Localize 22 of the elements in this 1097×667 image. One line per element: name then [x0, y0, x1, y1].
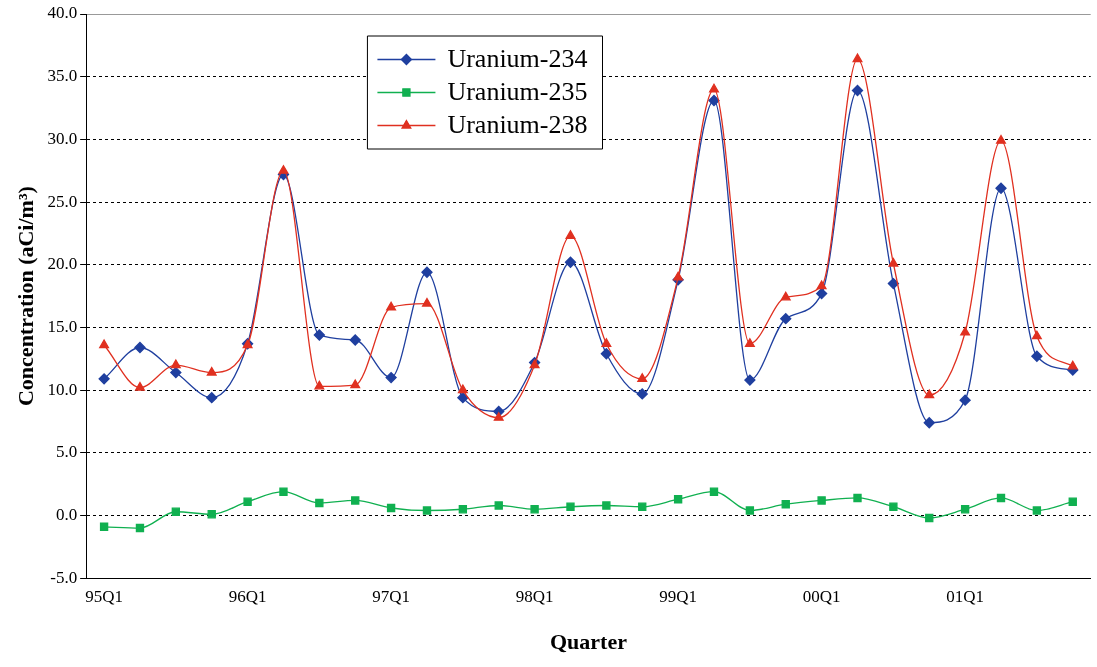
y-tick-label: -5.0	[50, 567, 78, 587]
legend-label: Uranium-238	[447, 110, 588, 140]
legend-label: Uranium-235	[447, 77, 588, 107]
y-tick-label: 5.0	[55, 442, 78, 462]
legend-label: Uranium-234	[447, 44, 588, 74]
y-tick-label: 10.0	[47, 379, 78, 399]
y-tick-label: 35.0	[47, 66, 78, 86]
y-axis-title: Concentration (aCi/m³)	[12, 186, 38, 407]
x-tick-label: 95Q1	[85, 586, 123, 606]
y-tick-label: 40.0	[47, 3, 78, 23]
x-tick-label: 97Q1	[372, 586, 410, 606]
x-tick-label: 01Q1	[946, 586, 985, 606]
x-tick-label: 00Q1	[802, 586, 841, 606]
y-tick-label: 0.0	[55, 504, 78, 524]
y-tick-label: 20.0	[47, 254, 78, 274]
x-tick-label: 99Q1	[659, 586, 698, 606]
x-axis-title: Quarter	[549, 629, 628, 655]
y-tick-label: 25.0	[47, 191, 78, 211]
y-tick-label: 15.0	[47, 316, 78, 336]
y-tick-label: 30.0	[47, 128, 78, 148]
x-tick-label: 96Q1	[228, 586, 267, 606]
x-tick-label: 98Q1	[515, 586, 554, 606]
